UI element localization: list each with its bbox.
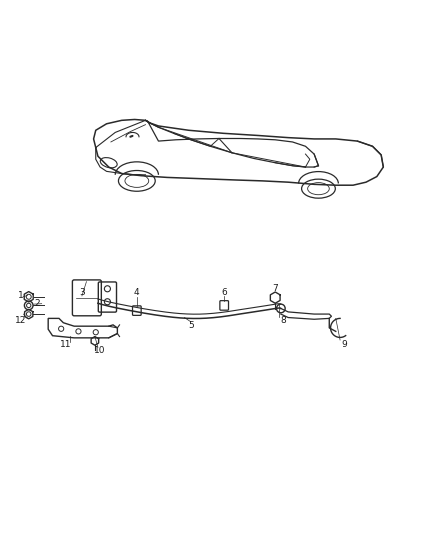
Text: 7: 7 [272,284,278,293]
Text: 3: 3 [79,288,85,297]
Text: 11: 11 [60,340,71,349]
Text: 8: 8 [280,317,286,326]
Text: 1: 1 [18,291,24,300]
Text: 10: 10 [94,346,106,356]
Text: 9: 9 [342,340,347,349]
Text: 5: 5 [188,321,194,330]
Text: 6: 6 [221,288,227,297]
Text: 2: 2 [35,299,40,308]
Text: 4: 4 [134,288,140,297]
Text: 12: 12 [15,316,27,325]
